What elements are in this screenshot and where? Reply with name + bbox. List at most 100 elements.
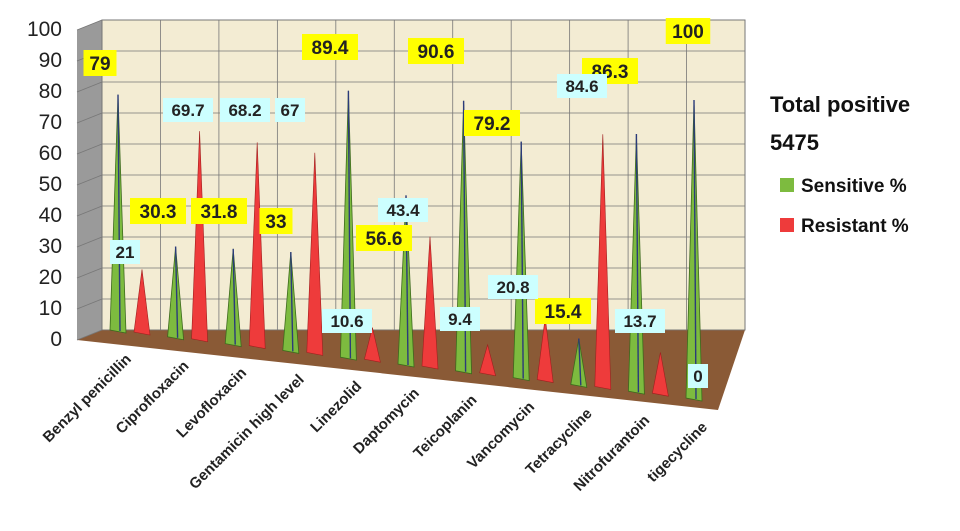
data-label-resistant: 0 — [693, 367, 702, 386]
y-tick-label: 70 — [39, 111, 62, 134]
data-label-resistant-bg — [440, 307, 480, 331]
data-label-resistant-bg — [688, 364, 708, 388]
gridline-side — [76, 267, 103, 279]
y-tick-label: 20 — [39, 266, 62, 289]
y-tick-label: 90 — [39, 49, 62, 72]
x-category-label: Daptomycin — [350, 385, 423, 458]
gridline-side — [76, 329, 103, 341]
gridline-side — [76, 174, 103, 186]
chart-marks — [109, 90, 703, 402]
gridline-side — [76, 19, 103, 31]
data-label-resistant: 68.2 — [228, 101, 261, 120]
data-label-resistant-bg — [615, 309, 665, 333]
cone-sensitive-edge — [520, 141, 524, 379]
y-tick-label: 60 — [39, 142, 62, 165]
y-tick-label: 10 — [39, 297, 62, 320]
data-label-sensitive: 90.6 — [418, 42, 455, 63]
data-label-sensitive: 33 — [265, 212, 286, 233]
cone-sensitive-edge — [693, 99, 697, 400]
gridline-side — [76, 143, 103, 155]
cone-sensitive-edge — [290, 252, 294, 352]
data-label-resistant: 10.6 — [330, 312, 363, 331]
y-tick-label: 80 — [39, 80, 62, 103]
gridline-side — [76, 81, 103, 93]
data-label-resistant-bg — [163, 98, 213, 122]
legend-title-line-2: 5475 — [770, 130, 819, 155]
cone-sensitive — [339, 90, 357, 361]
data-label-sensitive: 79.2 — [474, 114, 511, 135]
data-label-sensitive: 89.4 — [312, 38, 349, 59]
data-label-resistant-bg — [220, 98, 270, 122]
cone-sensitive-edge — [232, 248, 236, 345]
gridline-side — [76, 205, 103, 217]
cone-sensitive — [167, 246, 185, 341]
data-label-resistant-bg — [110, 240, 140, 264]
data-label-sensitive: 100 — [672, 22, 704, 43]
data-label-resistant-bg — [557, 74, 607, 98]
legend-label-resistant: Resistant % — [801, 216, 909, 237]
x-category-label: Gentamicin high level — [186, 371, 308, 493]
y-tick-label: 0 — [50, 328, 62, 351]
data-label-resistant-bg — [378, 198, 428, 222]
data-label-sensitive: 56.6 — [366, 229, 403, 250]
y-tick-label: 50 — [39, 173, 62, 196]
cone-resistant — [594, 134, 612, 390]
cone-resistant — [306, 152, 324, 356]
data-label-sensitive-bg — [356, 225, 412, 251]
data-label-resistant-bg — [322, 309, 372, 333]
cone-sensitive — [224, 248, 242, 348]
data-label-sensitive-bg — [259, 208, 293, 234]
cone-sensitive-edge — [578, 338, 582, 386]
data-label-sensitive-bg — [302, 34, 358, 60]
x-category-label: Teicoplanin — [410, 392, 480, 462]
legend-swatch-sensitive — [780, 178, 794, 192]
cone-resistant — [421, 236, 439, 370]
cone-resistant — [652, 352, 669, 397]
data-label-resistant: 13.7 — [623, 312, 656, 331]
x-category-label: tigecycline — [644, 419, 711, 486]
cone-sensitive-edge — [405, 195, 409, 366]
data-label-resistant: 43.4 — [386, 201, 420, 220]
data-label-sensitive: 79 — [89, 54, 110, 75]
data-label-resistant: 67 — [281, 101, 300, 120]
data-label-resistant: 21 — [116, 243, 135, 262]
cone-resistant — [191, 131, 208, 343]
y-tick-label: 100 — [27, 18, 62, 41]
data-label-resistant-bg — [488, 275, 538, 299]
cone-resistant — [364, 327, 381, 363]
legend-swatch-resistant — [780, 218, 794, 232]
legend-title-line-1: Total positive — [770, 92, 910, 117]
data-label-sensitive-bg — [408, 38, 464, 64]
y-tick-label: 40 — [39, 204, 62, 227]
data-label-resistant: 69.7 — [171, 101, 204, 120]
data-label-resistant: 9.4 — [448, 310, 472, 329]
cone-resistant — [248, 142, 266, 349]
cone-sensitive — [397, 195, 415, 368]
x-category-label: Linezolid — [307, 378, 365, 436]
data-label-resistant: 20.8 — [496, 278, 529, 297]
cone-sensitive — [455, 100, 473, 375]
legend-label-sensitive: Sensitive % — [801, 176, 907, 197]
cone-sensitive — [570, 338, 588, 388]
data-label-sensitive-bg — [83, 50, 117, 76]
gridline-side — [76, 298, 103, 310]
cone-sensitive — [109, 94, 127, 334]
data-label-sensitive-bg — [191, 198, 247, 224]
gridline-side — [76, 112, 103, 124]
gridline-side — [76, 236, 103, 248]
data-label-resistant-bg — [275, 98, 305, 122]
cone-sensitive-edge — [174, 246, 179, 338]
chart-legend: Total positive 5475 Sensitive % Resistan… — [770, 92, 910, 237]
cone-sensitive-edge — [635, 134, 640, 393]
data-label-sensitive: 15.4 — [545, 302, 582, 323]
data-label-sensitive-bg — [130, 198, 186, 224]
cone-sensitive — [512, 141, 530, 382]
cone-resistant — [536, 317, 554, 383]
cone-sensitive-edge — [117, 94, 121, 332]
data-label-sensitive: 30.3 — [140, 202, 177, 223]
cone-sensitive — [685, 99, 703, 402]
data-label-sensitive-bg — [665, 18, 711, 44]
cone-resistant — [479, 343, 497, 377]
y-tick-label: 30 — [39, 235, 62, 258]
